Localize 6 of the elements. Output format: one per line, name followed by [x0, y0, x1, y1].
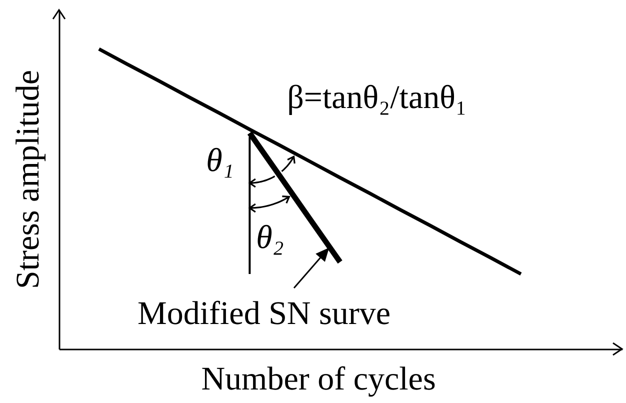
annotation: β=tanθ₂/tanθ₁ — [287, 80, 467, 116]
x-axis-title: Number of cycles — [201, 362, 436, 398]
annotation: θ₂ — [256, 220, 284, 256]
annotation: Modified SN surve — [138, 296, 390, 332]
y-axis-title: Stress amplitude — [10, 70, 46, 290]
annotation: θ₁ — [206, 143, 234, 179]
